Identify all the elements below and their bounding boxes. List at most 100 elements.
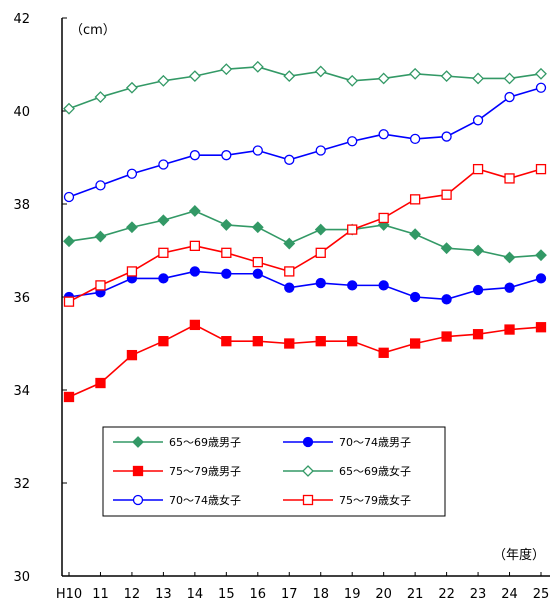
y-tick-label: 40 <box>13 105 30 120</box>
data-point <box>346 74 359 87</box>
data-point <box>220 63 233 76</box>
data-point <box>189 319 201 331</box>
x-tick-label: 24 <box>501 587 518 602</box>
x-tick-label: 15 <box>218 587 235 602</box>
data-point <box>409 133 421 145</box>
x-tick-label: 13 <box>155 587 172 602</box>
data-point <box>126 81 138 94</box>
legend-marker <box>302 436 314 448</box>
data-point <box>63 235 75 248</box>
data-point <box>347 136 358 147</box>
data-point <box>347 280 358 291</box>
legend-marker <box>132 494 144 506</box>
y-tick-label: 30 <box>13 570 30 585</box>
data-point <box>95 280 106 291</box>
x-tick-label: H10 <box>56 587 82 602</box>
y-tick-label: 42 <box>13 12 30 27</box>
series-1 <box>63 205 547 264</box>
x-tick-label: 17 <box>281 587 298 602</box>
data-point <box>221 150 232 161</box>
data-point <box>441 331 452 342</box>
data-point <box>472 115 484 126</box>
series-line <box>68 210 542 259</box>
legend-label: 70～74歳男子 <box>339 436 411 449</box>
series-6 <box>63 163 547 307</box>
data-point <box>314 65 327 78</box>
data-point <box>472 72 484 85</box>
series-line <box>68 168 542 303</box>
data-point <box>377 72 390 85</box>
data-point <box>504 324 515 335</box>
data-point <box>441 294 452 305</box>
data-point <box>315 277 326 289</box>
x-tick-label: 12 <box>124 587 141 602</box>
data-point <box>347 224 358 235</box>
x-tick-label: 16 <box>250 587 267 602</box>
legend-marker <box>302 494 314 506</box>
data-point <box>503 251 516 264</box>
legend-marker <box>132 465 144 477</box>
data-point <box>378 347 389 358</box>
data-point <box>535 163 547 175</box>
y-tick-label: 32 <box>13 477 30 492</box>
data-point <box>158 336 169 347</box>
x-tick-label: 23 <box>470 587 487 602</box>
data-point <box>251 60 264 73</box>
x-tick-label: 21 <box>407 587 424 602</box>
data-point <box>440 242 453 255</box>
x-tick-label: 18 <box>312 587 329 602</box>
series-line <box>68 86 542 198</box>
series-line <box>68 270 542 301</box>
data-point <box>409 338 421 349</box>
data-point <box>126 349 138 361</box>
data-point <box>535 273 547 284</box>
data-point <box>188 205 201 217</box>
data-point <box>503 72 516 85</box>
data-point <box>283 237 296 250</box>
data-point <box>504 91 515 103</box>
data-point <box>158 159 169 170</box>
legend-label: 70～74歳女子 <box>169 493 241 507</box>
data-point <box>94 91 107 103</box>
data-point <box>63 191 75 203</box>
legend-marker <box>132 436 144 448</box>
legend-entry: 70～74歳女子 <box>113 493 241 507</box>
x-tick-label: 11 <box>92 587 109 602</box>
data-point <box>378 280 389 291</box>
x-tick-label: 25 <box>533 587 550 602</box>
series <box>63 60 547 403</box>
legend-entry: 75～79歳女子 <box>283 493 411 507</box>
data-point <box>157 74 170 87</box>
data-point <box>472 163 484 175</box>
data-point <box>221 336 232 347</box>
x-tick-label: 22 <box>438 587 455 602</box>
data-point <box>189 266 201 277</box>
series-line <box>68 323 542 398</box>
data-point <box>315 336 326 347</box>
data-point <box>189 240 201 252</box>
legend: 65～69歳男子 70～74歳男子 75～79歳男子 65～69歳女子 70～74歳女子… <box>102 426 446 517</box>
data-point <box>441 189 452 200</box>
data-point <box>63 391 75 403</box>
data-point <box>126 266 138 277</box>
data-point <box>472 244 484 257</box>
series-3 <box>63 319 547 403</box>
x-tick-label: 19 <box>344 587 361 602</box>
data-point <box>409 228 422 241</box>
data-point <box>314 223 327 236</box>
data-point <box>221 247 232 258</box>
data-point <box>221 268 232 279</box>
legend-entry: 70～74歳男子 <box>283 436 411 449</box>
data-point <box>220 219 233 231</box>
data-point <box>252 336 263 347</box>
data-point <box>252 268 263 279</box>
data-point <box>284 282 295 293</box>
data-point <box>95 180 106 191</box>
data-point <box>63 296 75 307</box>
data-point <box>94 230 107 243</box>
x-tick-label: 14 <box>187 587 204 602</box>
data-point <box>284 154 295 165</box>
x-tick-label: 20 <box>375 587 392 602</box>
data-point <box>347 336 358 347</box>
